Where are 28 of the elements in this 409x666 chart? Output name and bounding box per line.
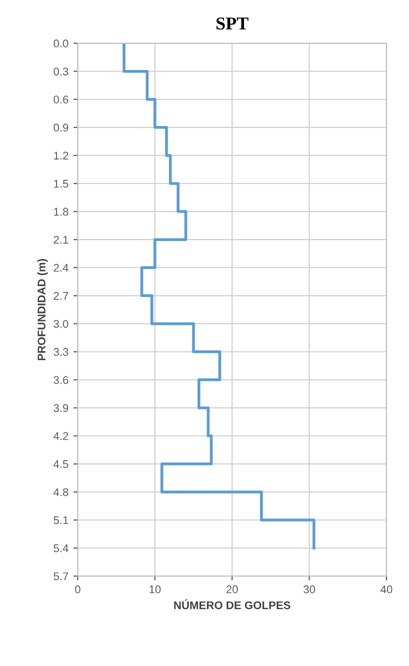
- y-tick-label: 5.4: [54, 544, 68, 552]
- y-tick-label: 3.3: [54, 348, 68, 356]
- y-tick-label: 3.6: [54, 376, 68, 384]
- y-tick-label: 0.9: [54, 124, 68, 132]
- x-tick-label: 30: [304, 585, 316, 594]
- x-tick-label: 40: [380, 585, 392, 594]
- y-tick-label: 0.0: [54, 40, 68, 48]
- y-tick-label: 4.8: [53, 488, 68, 496]
- x-axis-title: NÚMERO DE GOLPES: [174, 599, 290, 610]
- y-tick-label: 1.5: [54, 180, 68, 188]
- y-tick-label: 1.2: [54, 152, 68, 160]
- y-tick-label: 5.1: [54, 516, 68, 524]
- y-tick-label: 0.6: [54, 96, 68, 104]
- y-tick-label: 3.9: [54, 404, 68, 412]
- y-tick-label: 2.7: [54, 292, 68, 300]
- y-tick-label: 5.7: [54, 572, 68, 580]
- y-axis-title: PROFUNDIDAD (m): [37, 259, 48, 360]
- chart-title: SPT: [216, 17, 248, 30]
- x-tick-label: 0: [75, 585, 80, 594]
- y-tick-label: 3.0: [54, 320, 68, 328]
- y-tick-label: 1.8: [54, 208, 68, 216]
- x-tick-label: 10: [150, 585, 161, 594]
- y-tick-label: 4.2: [53, 432, 68, 440]
- y-tick-label: 2.1: [54, 236, 68, 244]
- x-tick-label: 20: [226, 585, 238, 594]
- y-tick-label: 2.4: [54, 264, 68, 272]
- y-tick-label: 4.5: [53, 460, 68, 468]
- y-tick-label: 0.3: [54, 68, 68, 76]
